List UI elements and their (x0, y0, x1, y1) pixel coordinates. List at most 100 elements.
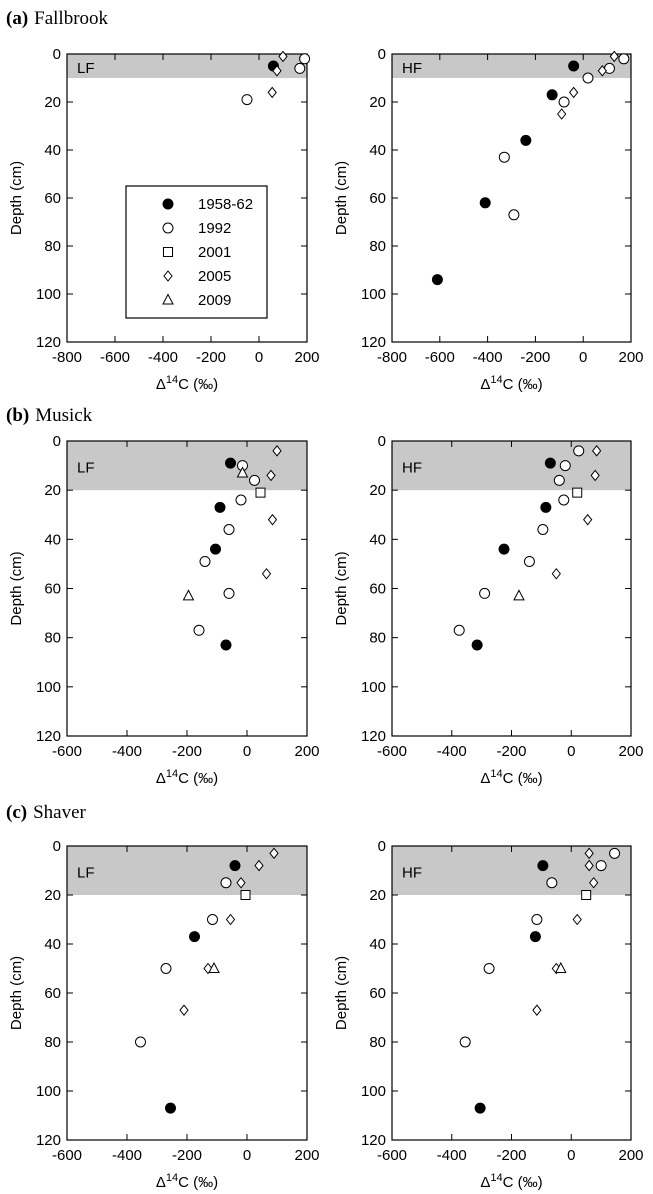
point (261, 567, 272, 580)
point (220, 877, 232, 889)
row-letter: (a) (6, 8, 28, 29)
point (193, 624, 205, 636)
point (584, 859, 594, 872)
y-tick-label: 60 (44, 581, 61, 598)
shaded-layer (392, 846, 631, 895)
x-label-part: 14 (166, 768, 178, 780)
x-tick-label: 200 (294, 1147, 319, 1164)
point (269, 847, 279, 860)
y-tick-label: 100 (36, 679, 61, 696)
axes-frame (66, 53, 308, 343)
panel-label: LF (77, 60, 95, 77)
y-tick-label: 40 (44, 936, 61, 953)
y-tick-label: 40 (369, 531, 386, 548)
panel-label: HF (402, 460, 422, 477)
y-tick-label: 80 (369, 1034, 386, 1051)
y-tick-label: 80 (44, 238, 61, 255)
point (199, 555, 211, 567)
point (513, 589, 525, 601)
point (220, 639, 232, 651)
row-name: Musick (35, 405, 93, 426)
legend-label: 1992 (198, 220, 231, 237)
point (581, 890, 592, 900)
point (540, 501, 552, 513)
legend-label: 2009 (198, 292, 231, 309)
legend-marker (163, 270, 173, 282)
x-tick-label: 0 (243, 1147, 251, 1164)
x-axis-label: Δ14C (‰) (480, 768, 542, 787)
point (431, 274, 443, 286)
x-tick-label: -200 (172, 743, 202, 760)
x-tick-label: -200 (172, 1147, 202, 1164)
point (572, 487, 583, 498)
point (595, 860, 607, 872)
panel-label: LF (77, 460, 95, 477)
x-label-part: 14 (166, 1172, 178, 1184)
x-tick-label: -600 (377, 743, 407, 760)
y-tick-label: 80 (44, 630, 61, 647)
x-tick-label: -400 (112, 743, 142, 760)
x-tick-label: -600 (425, 349, 455, 366)
y-tick-label: 40 (369, 936, 386, 953)
point (554, 961, 567, 973)
y-tick-label: 0 (53, 838, 61, 855)
x-tick-label: -800 (377, 349, 407, 366)
y-axis-label: Depth (cm) (8, 551, 25, 625)
point (236, 876, 246, 889)
row-letter: (c) (6, 802, 27, 823)
row-label: (b) Musick (6, 405, 93, 426)
x-label-part: Δ (156, 1174, 166, 1191)
y-axis-label: Depth (cm) (333, 551, 350, 625)
point (531, 914, 543, 925)
point (520, 134, 532, 146)
point (597, 64, 607, 77)
y-tick-label: 120 (36, 728, 61, 745)
point (241, 94, 253, 106)
point (546, 89, 558, 101)
x-tick-label: -200 (496, 1147, 526, 1164)
x-tick-label: 200 (294, 743, 319, 760)
point (573, 445, 585, 457)
x-tick-label: 200 (618, 743, 643, 760)
point (214, 501, 226, 513)
point (558, 494, 570, 506)
x-tick-label: 200 (294, 349, 319, 366)
y-tick-label: 40 (44, 142, 61, 159)
point (229, 860, 241, 872)
y-tick-label: 80 (44, 1034, 61, 1051)
point (225, 457, 236, 469)
x-tick-label: -400 (437, 743, 467, 760)
point (537, 524, 549, 535)
point (235, 494, 247, 506)
y-tick-label: 60 (369, 985, 386, 1002)
legend-marker (162, 198, 174, 210)
y-tick-label: 120 (361, 1132, 386, 1149)
y-axis-label: Depth (cm) (8, 956, 25, 1030)
point (479, 197, 491, 209)
legend-marker (162, 293, 174, 305)
y-axis-label: Depth (cm) (333, 956, 350, 1030)
y-axis-label: Depth (cm) (333, 161, 350, 235)
point (572, 913, 582, 926)
point (225, 913, 236, 926)
x-label-part: 14 (490, 374, 502, 386)
x-label-part: C (‰) (178, 376, 218, 393)
y-tick-label: 80 (369, 238, 386, 255)
point (249, 474, 260, 486)
point (223, 524, 235, 535)
row-label: (c) Shaver (6, 802, 87, 823)
y-tick-label: 0 (378, 46, 386, 63)
x-label-part: 14 (490, 768, 502, 780)
point (474, 1102, 486, 1114)
x-tick-label: -600 (377, 1147, 407, 1164)
point (532, 1004, 542, 1016)
point (508, 209, 520, 221)
legend-box (125, 185, 268, 319)
x-axis-label: Δ14C (‰) (156, 374, 218, 393)
point (553, 474, 565, 486)
shaded-layer (392, 54, 631, 78)
x-tick-label: -400 (473, 349, 503, 366)
y-tick-label: 100 (36, 286, 61, 303)
point (179, 1004, 189, 1016)
point (523, 555, 535, 567)
